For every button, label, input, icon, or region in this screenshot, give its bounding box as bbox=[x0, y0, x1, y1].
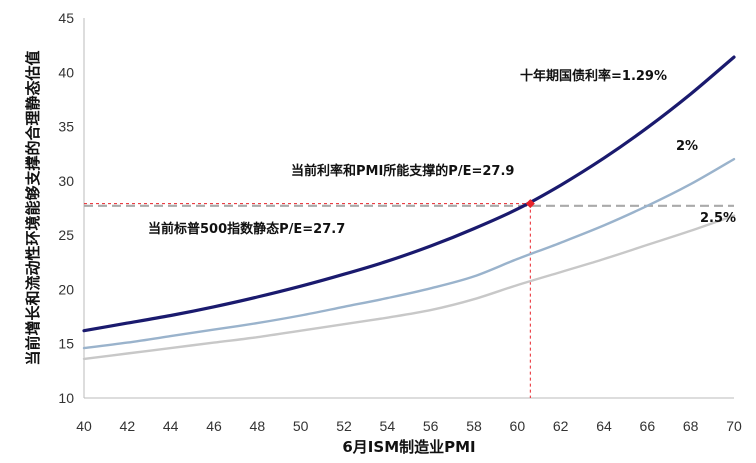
x-tick-label: 56 bbox=[423, 418, 439, 434]
series-label-2: 2% bbox=[676, 139, 698, 154]
marker-label: 当前利率和PMI所能支撑的P/E=27.9 bbox=[291, 163, 514, 179]
x-tick-label: 42 bbox=[120, 418, 136, 434]
series-line-3 bbox=[82, 214, 736, 361]
x-tick-label: 68 bbox=[683, 418, 699, 434]
x-tick-label: 66 bbox=[640, 418, 656, 434]
y-tick-label: 40 bbox=[58, 64, 74, 80]
x-tick-label: 58 bbox=[466, 418, 482, 434]
x-axis-title: 6月ISM制造业PMI bbox=[342, 438, 475, 456]
reference-label: 当前标普500指数静态P/E=27.7 bbox=[148, 221, 345, 237]
series-label-1: 十年期国债利率=1.29% bbox=[520, 68, 667, 84]
x-tick-label: 50 bbox=[293, 418, 309, 434]
x-tick-label: 46 bbox=[206, 418, 222, 434]
x-tick-label: 70 bbox=[726, 418, 742, 434]
x-tick-label: 40 bbox=[76, 418, 92, 434]
x-tick-label: 54 bbox=[380, 418, 396, 434]
series-layer bbox=[82, 55, 736, 361]
y-tick-label: 25 bbox=[58, 227, 74, 243]
series-line-2 bbox=[82, 157, 736, 350]
x-tick-label: 60 bbox=[510, 418, 526, 434]
x-tick-label: 62 bbox=[553, 418, 569, 434]
y-tick-label: 20 bbox=[58, 281, 74, 297]
y-tick-label: 45 bbox=[58, 10, 74, 26]
y-axis-ticks: 10 15 20 25 30 35 40 45 bbox=[58, 10, 74, 406]
x-tick-label: 44 bbox=[163, 418, 179, 434]
y-axis-title: 当前增长和流动性环境能够支撑的合理静态估值 bbox=[24, 50, 42, 365]
series-line-1 bbox=[82, 55, 736, 333]
marker-point bbox=[525, 199, 535, 209]
y-tick-label: 10 bbox=[58, 390, 74, 406]
x-tick-label: 52 bbox=[336, 418, 352, 434]
x-axis-ticks: 40 42 44 46 48 50 52 54 56 58 60 62 64 66 68 70 bbox=[76, 418, 742, 434]
y-tick-label: 15 bbox=[58, 336, 74, 352]
y-tick-label: 35 bbox=[58, 119, 74, 135]
series-label-3: 2.5% bbox=[700, 211, 736, 226]
x-tick-label: 48 bbox=[250, 418, 266, 434]
y-tick-label: 30 bbox=[58, 173, 74, 189]
x-tick-label: 64 bbox=[596, 418, 612, 434]
